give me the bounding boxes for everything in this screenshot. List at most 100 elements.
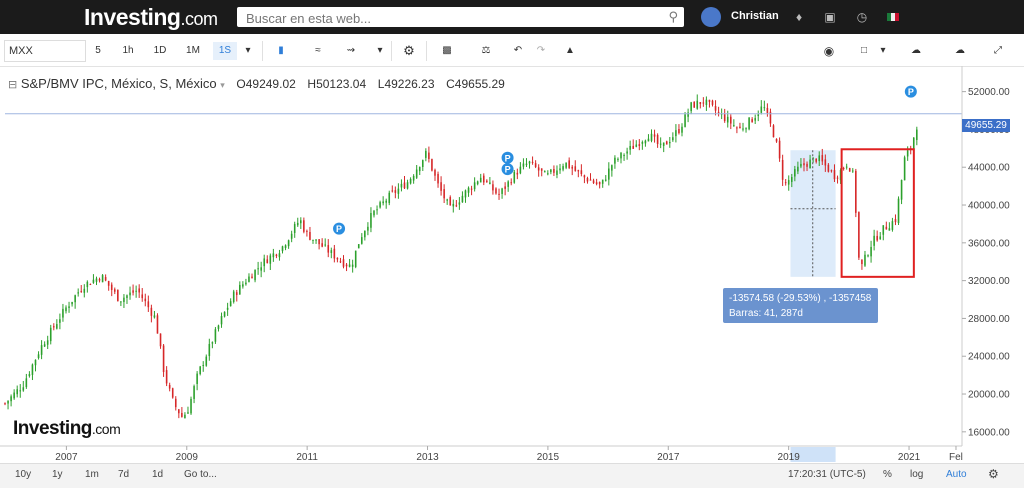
candle-body: [418, 167, 421, 172]
candle-body: [92, 279, 95, 283]
candle-body: [440, 182, 442, 191]
candle-body: [98, 279, 101, 281]
y-tick-label: 40000.00: [968, 201, 1010, 212]
candle-body: [778, 140, 781, 159]
candle-body: [272, 253, 275, 258]
candle-body: [690, 102, 692, 112]
candle-body: [693, 101, 696, 108]
interval-1d[interactable]: 1D: [153, 45, 167, 56]
candle-body: [662, 142, 665, 146]
range-10y[interactable]: 10y: [15, 469, 32, 480]
symbol-input[interactable]: MXX: [4, 40, 86, 62]
candle-body: [126, 295, 128, 299]
candle-body: [159, 333, 162, 347]
investing-logo[interactable]: Investing.com: [84, 4, 218, 30]
range-1m[interactable]: 1m: [85, 469, 99, 480]
candle-body: [882, 225, 885, 235]
candle-body: [129, 292, 131, 296]
camera-icon[interactable]: ◉: [823, 44, 835, 58]
user-name[interactable]: Christian: [731, 10, 779, 22]
candle-body: [729, 116, 732, 124]
candle-body: [269, 255, 272, 264]
candle-body: [333, 248, 336, 259]
candle-body: [565, 162, 567, 168]
indicators-dropdown-icon[interactable]: ▾: [377, 45, 383, 56]
candle-body: [168, 384, 171, 389]
percent-toggle[interactable]: %: [883, 469, 892, 480]
candle-body: [916, 129, 918, 140]
candle-body: [193, 386, 195, 399]
candle-body: [751, 119, 753, 123]
candle-body: [278, 253, 281, 258]
interval-dropdown-icon[interactable]: ▾: [245, 45, 251, 56]
user-avatar[interactable]: [701, 7, 721, 27]
line-chart-icon[interactable]: ≈: [315, 45, 321, 56]
candle-body: [833, 170, 836, 180]
interval-1h[interactable]: 1h: [122, 45, 134, 56]
candle-body: [147, 301, 150, 308]
candle-body: [275, 254, 278, 256]
legend-collapse-icon[interactable]: ⊟: [8, 79, 18, 91]
candle-body: [586, 178, 589, 182]
candle-body: [687, 112, 689, 117]
candle-body: [562, 166, 564, 170]
chart-settings-gear-icon[interactable]: ⚙: [988, 467, 999, 481]
candle-body: [403, 182, 406, 189]
search-input[interactable]: [244, 8, 658, 28]
candle-body: [870, 246, 872, 257]
candles-icon[interactable]: ▮: [278, 45, 284, 56]
candle-body: [525, 163, 528, 166]
swatch-dropdown-icon[interactable]: ▾: [880, 45, 886, 56]
settings-gear-icon[interactable]: ⚙: [403, 43, 415, 58]
candle-body: [839, 170, 842, 181]
legend-title[interactable]: S&P/BMV IPC, México, S, México: [20, 76, 217, 91]
compare-scale-icon[interactable]: ⚖: [481, 45, 491, 56]
log-toggle[interactable]: log: [910, 469, 924, 480]
clock-icon[interactable]: ◷: [856, 10, 868, 24]
cloud-upload-icon[interactable]: ☁: [955, 45, 965, 56]
candle-body: [242, 284, 244, 287]
fullscreen-icon[interactable]: ⤢: [994, 45, 1002, 56]
bar-chart-icon[interactable]: ▩: [442, 45, 452, 56]
clock-readout: 17:20:31 (UTC-5): [788, 469, 866, 480]
range-7d[interactable]: 7d: [118, 469, 130, 480]
interval-5[interactable]: 5: [95, 45, 101, 56]
candle-body: [650, 133, 653, 141]
candle-body: [421, 160, 424, 167]
candle-body: [321, 243, 323, 247]
interval-1s[interactable]: 1S: [213, 42, 237, 60]
event-marker-icon: [333, 222, 346, 235]
redo-icon[interactable]: ↷: [536, 45, 546, 56]
color-swatch-icon[interactable]: □: [860, 45, 868, 56]
candle-body: [68, 306, 70, 308]
candle-body: [74, 295, 76, 303]
legend-dropdown-icon[interactable]: ▾: [220, 80, 225, 90]
candle-body: [303, 220, 305, 232]
auto-toggle[interactable]: Auto: [946, 469, 967, 480]
range-1y[interactable]: 1y: [52, 469, 63, 480]
candle-body: [723, 114, 726, 122]
cloud-download-icon[interactable]: ☁: [911, 45, 921, 56]
interval-1m[interactable]: 1M: [186, 45, 200, 56]
bell-icon[interactable]: ♦: [795, 10, 803, 24]
indicators-icon[interactable]: ⇝: [346, 45, 356, 56]
search-box[interactable]: ⚲: [237, 7, 684, 28]
go-to-button[interactable]: Go to...: [184, 469, 217, 480]
candle-body: [184, 414, 186, 419]
briefcase-icon[interactable]: ▣: [824, 10, 836, 24]
candle-body: [86, 281, 89, 288]
search-icon[interactable]: ⚲: [668, 9, 678, 24]
candle-body: [510, 182, 513, 184]
candle-body: [543, 171, 546, 173]
candle-body: [885, 226, 888, 230]
candle-body: [696, 100, 699, 109]
candle-body: [83, 288, 86, 293]
candle-body: [632, 145, 635, 149]
range-1d[interactable]: 1d: [152, 469, 164, 480]
undo-icon[interactable]: ↶: [513, 45, 523, 56]
candle-body: [626, 151, 628, 154]
alert-icon[interactable]: ▲: [565, 45, 575, 56]
mexico-flag-icon[interactable]: [887, 13, 899, 21]
